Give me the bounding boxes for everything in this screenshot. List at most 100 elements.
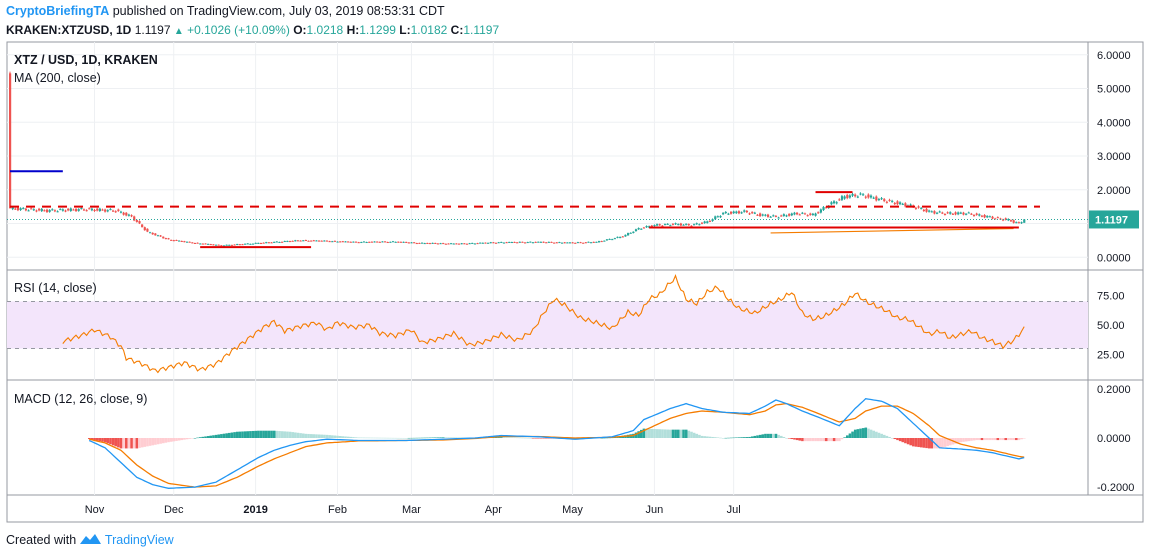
candle-body[interactable] bbox=[354, 241, 358, 243]
candle-body[interactable] bbox=[362, 241, 366, 243]
candle-body[interactable] bbox=[143, 227, 146, 231]
candle-body[interactable] bbox=[133, 216, 136, 221]
candle-body[interactable] bbox=[502, 242, 506, 244]
candle-body[interactable] bbox=[127, 214, 131, 216]
candle-body[interactable] bbox=[180, 240, 183, 242]
candle-body[interactable] bbox=[75, 209, 78, 212]
candle-body[interactable] bbox=[72, 209, 75, 211]
candle-body[interactable] bbox=[450, 243, 453, 245]
candle-body[interactable] bbox=[777, 217, 780, 219]
candle-body[interactable] bbox=[751, 212, 754, 214]
candle-body[interactable] bbox=[32, 209, 35, 211]
candle-body[interactable] bbox=[666, 223, 669, 225]
candle-body[interactable] bbox=[869, 195, 873, 198]
candle-body[interactable] bbox=[418, 242, 421, 244]
candle-body[interactable] bbox=[545, 242, 548, 244]
candle-body[interactable] bbox=[11, 207, 14, 210]
candle-body[interactable] bbox=[587, 241, 590, 243]
candle-body[interactable] bbox=[489, 242, 492, 244]
candle-body[interactable] bbox=[30, 208, 33, 210]
candle-body[interactable] bbox=[822, 207, 825, 211]
candle-body[interactable] bbox=[212, 244, 215, 246]
candle-body[interactable] bbox=[402, 241, 405, 243]
candle-body[interactable] bbox=[64, 210, 67, 212]
candle-body[interactable] bbox=[22, 208, 25, 210]
candle-body[interactable] bbox=[228, 244, 231, 246]
candle-body[interactable] bbox=[51, 209, 54, 211]
candle-body[interactable] bbox=[772, 215, 775, 217]
candle-body[interactable] bbox=[809, 213, 812, 215]
candle-body[interactable] bbox=[53, 210, 57, 212]
candle-body[interactable] bbox=[590, 242, 593, 244]
candle-body[interactable] bbox=[19, 208, 22, 210]
candle-body[interactable] bbox=[476, 243, 479, 245]
candle-body[interactable] bbox=[365, 242, 368, 244]
candle-body[interactable] bbox=[104, 209, 107, 212]
candle-body[interactable] bbox=[737, 211, 741, 214]
candle-body[interactable] bbox=[267, 242, 271, 244]
candle-body[interactable] bbox=[571, 242, 574, 244]
candle-body[interactable] bbox=[727, 213, 730, 215]
candle-body[interactable] bbox=[838, 199, 841, 201]
candle-body[interactable] bbox=[928, 210, 931, 212]
candle-body[interactable] bbox=[994, 218, 997, 220]
candle-body[interactable] bbox=[275, 241, 278, 243]
macd-signal-line[interactable] bbox=[89, 402, 1025, 488]
candle-body[interactable] bbox=[465, 243, 469, 245]
candle-body[interactable] bbox=[222, 245, 226, 247]
candle-body[interactable] bbox=[613, 238, 616, 240]
candle-body[interactable] bbox=[920, 207, 923, 209]
candle-body[interactable] bbox=[563, 242, 566, 244]
candle-body[interactable] bbox=[117, 209, 120, 211]
candle-body[interactable] bbox=[761, 214, 764, 216]
candle-body[interactable] bbox=[788, 214, 791, 216]
candle-body[interactable] bbox=[170, 239, 173, 241]
candle-body[interactable] bbox=[16, 207, 20, 211]
candle-body[interactable] bbox=[199, 243, 202, 245]
candle-body[interactable] bbox=[80, 208, 83, 210]
candle-body[interactable] bbox=[983, 214, 986, 218]
candle-body[interactable] bbox=[650, 225, 653, 227]
candle-body[interactable] bbox=[442, 243, 445, 245]
candle-body[interactable] bbox=[135, 220, 138, 222]
candle-body[interactable] bbox=[595, 241, 598, 243]
candle-body[interactable] bbox=[909, 204, 912, 206]
candle-body[interactable] bbox=[14, 208, 17, 210]
candle-body[interactable] bbox=[661, 225, 664, 227]
candle-body[interactable] bbox=[154, 233, 157, 236]
candle-body[interactable] bbox=[629, 232, 632, 234]
candle-body[interactable] bbox=[201, 243, 204, 245]
candle-body[interactable] bbox=[500, 241, 503, 243]
candle-body[interactable] bbox=[220, 245, 223, 247]
candle-body[interactable] bbox=[925, 208, 928, 212]
candle-body[interactable] bbox=[9, 73, 12, 209]
candle-body[interactable] bbox=[347, 241, 350, 243]
candle-body[interactable] bbox=[534, 241, 537, 243]
candle-body[interactable] bbox=[685, 223, 688, 225]
candle-body[interactable] bbox=[806, 215, 809, 217]
candle-body[interactable] bbox=[1020, 222, 1023, 224]
candle-body[interactable] bbox=[529, 241, 532, 243]
candle-body[interactable] bbox=[576, 242, 580, 244]
candle-body[interactable] bbox=[391, 241, 395, 243]
candle-body[interactable] bbox=[946, 212, 949, 214]
candle-body[interactable] bbox=[719, 216, 722, 218]
candle-body[interactable] bbox=[204, 243, 207, 245]
candle-body[interactable] bbox=[722, 212, 725, 215]
candle-body[interactable] bbox=[294, 240, 297, 242]
candle-body[interactable] bbox=[352, 241, 355, 243]
candle-body[interactable] bbox=[785, 215, 788, 217]
candle-body[interactable] bbox=[225, 244, 228, 246]
candle-body[interactable] bbox=[798, 214, 801, 216]
candle-body[interactable] bbox=[682, 224, 685, 226]
candle-body[interactable] bbox=[592, 241, 595, 243]
candle-body[interactable] bbox=[584, 242, 587, 244]
candle-body[interactable] bbox=[410, 242, 413, 244]
rsi-pane[interactable] bbox=[7, 274, 1088, 374]
candle-body[interactable] bbox=[568, 242, 572, 244]
candle-body[interactable] bbox=[286, 240, 289, 242]
candle-body[interactable] bbox=[407, 242, 410, 244]
candle-body[interactable] bbox=[471, 242, 474, 244]
candle-body[interactable] bbox=[980, 215, 984, 217]
candle-body[interactable] bbox=[991, 216, 994, 219]
